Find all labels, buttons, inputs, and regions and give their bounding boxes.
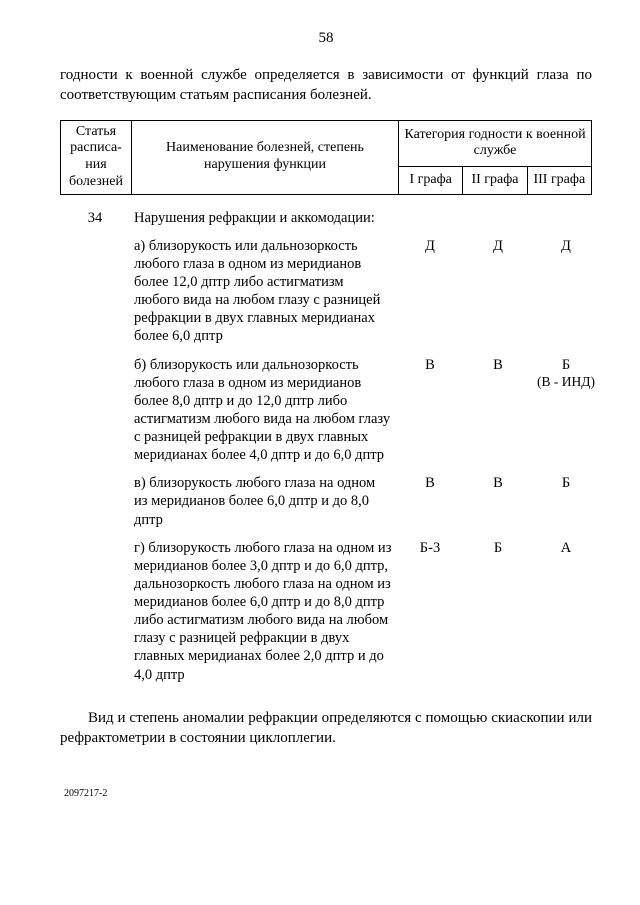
cell-g3: Б (В - ИНД) — [532, 352, 600, 471]
header-article: Статья расписа-ния болезней — [61, 120, 132, 194]
cell-g2: Д — [464, 233, 532, 352]
table-row: 34 Нарушения рефракции и аккомодации: — [60, 205, 600, 233]
header-category: Категория годности к военной службе — [399, 120, 592, 167]
cell-g2 — [464, 205, 532, 233]
row-text: б) близорукость или дальнозоркость любог… — [130, 352, 396, 471]
cell-g1: Д — [396, 233, 464, 352]
table-row: г) близорукость любого глаза на одном из… — [60, 535, 600, 690]
cell-g3-sub: (В - ИНД) — [536, 374, 596, 390]
header-col-2: II графа — [463, 167, 527, 194]
table-row: в) близорукость любого глаза на одном из… — [60, 470, 600, 534]
row-text: г) близорукость любого глаза на одном из… — [130, 535, 396, 690]
cell-g1: В — [396, 470, 464, 534]
table-body: 34 Нарушения рефракции и аккомодации: а)… — [60, 205, 600, 690]
row-text: в) близорукость любого глаза на одном из… — [130, 470, 396, 534]
cell-g3: А — [532, 535, 600, 690]
article-number: 34 — [60, 205, 130, 233]
header-col-1: I графа — [399, 167, 463, 194]
intro-paragraph: годности к военной службе определяется в… — [60, 65, 592, 106]
table-row: а) близорукость или дальнозоркость любог… — [60, 233, 600, 352]
header-name: Наименование болезней, степень нарушения… — [132, 120, 399, 194]
cell-g3: Д — [532, 233, 600, 352]
cell-g3 — [532, 205, 600, 233]
article-title: Нарушения рефракции и аккомодации: — [130, 205, 396, 233]
outro-paragraph: Вид и степень аномалии рефракции определ… — [60, 708, 592, 749]
cell-g1 — [396, 205, 464, 233]
cell-g1: Б-3 — [396, 535, 464, 690]
table-header: Статья расписа-ния болезней Наименование… — [60, 120, 592, 195]
cell-g3: Б — [532, 470, 600, 534]
row-text: а) близорукость или дальнозоркость любог… — [130, 233, 396, 352]
header-col-3: III графа — [527, 167, 591, 194]
page-number: 58 — [60, 30, 592, 47]
document-page: 58 годности к военной службе определяетс… — [0, 0, 640, 819]
cell-g2: В — [464, 470, 532, 534]
document-number: 2097217-2 — [64, 788, 592, 799]
cell-g2: Б — [464, 535, 532, 690]
cell-g1: В — [396, 352, 464, 471]
cell-g2: В — [464, 352, 532, 471]
table-row: б) близорукость или дальнозоркость любог… — [60, 352, 600, 471]
